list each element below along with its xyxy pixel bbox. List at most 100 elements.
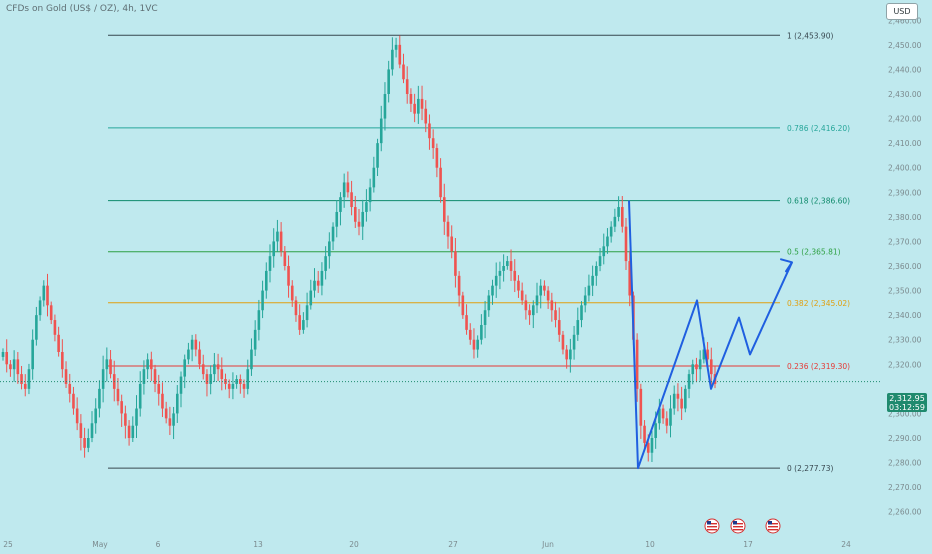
candle-body — [16, 359, 20, 375]
price-axis[interactable]: 2,460.00 2,450.00 2,440.00 2,430.00 2,420.00… — [882, 0, 932, 550]
time-tick-label: 17 — [743, 540, 753, 549]
candle-body — [650, 438, 654, 453]
candle-body — [702, 349, 706, 360]
flag-stripe — [768, 526, 778, 528]
price-tick-label: 2,350.00 — [888, 287, 922, 296]
time-tick-label: Jun — [541, 540, 554, 549]
candle-body — [101, 369, 105, 389]
candle-body — [276, 231, 279, 242]
candle-body — [331, 226, 335, 242]
fib-level-label: 1 (2,453.90) — [787, 31, 833, 40]
fibonacci-retracement[interactable]: 1 (2,453.90) 0.786 (2,416.20) 0.618 (2,386… — [108, 31, 850, 473]
candle-body — [324, 256, 327, 271]
candle-body — [387, 69, 390, 94]
candle-body — [569, 349, 572, 360]
candle-body — [457, 275, 461, 296]
candle-body — [591, 275, 594, 286]
price-tick-label: 2,360.00 — [888, 262, 922, 271]
time-axis[interactable]: 25 May 6 13 20 27 Jun 10 17 24 — [3, 540, 851, 549]
candle-body — [576, 320, 580, 335]
candle-body — [409, 94, 413, 104]
projection-arrowhead — [780, 258, 793, 273]
candle-body — [606, 236, 609, 247]
candle-body — [264, 270, 268, 291]
candle-body — [213, 364, 216, 375]
candle-body — [461, 295, 465, 316]
projection-path[interactable] — [628, 200, 793, 470]
candle-body — [23, 383, 27, 389]
candle-body — [687, 374, 691, 389]
candle-body — [624, 226, 628, 262]
candle-body — [220, 369, 224, 380]
candle-body — [294, 300, 298, 316]
candle-body — [279, 231, 283, 252]
candle-body — [361, 211, 365, 227]
price-tick-label: 2,410.00 — [888, 139, 922, 148]
price-tick-label: 2,460.00 — [888, 16, 922, 25]
candle-body — [12, 359, 16, 370]
candle-body — [242, 383, 246, 389]
candle-body — [72, 393, 75, 409]
candle-body — [175, 393, 179, 414]
candle-body — [227, 383, 231, 389]
candle-body — [90, 423, 94, 438]
candle-body — [620, 207, 624, 227]
candle-body — [554, 310, 557, 321]
candle-body — [250, 349, 253, 370]
candle-body — [517, 280, 520, 291]
candle-body — [42, 285, 46, 301]
candle-body — [643, 425, 646, 443]
candle-body — [350, 192, 353, 208]
candle-body — [131, 425, 135, 438]
projection-zigzag[interactable] — [628, 200, 793, 470]
flag-stripe — [733, 529, 743, 531]
candle-body — [587, 285, 591, 296]
candle-body — [580, 305, 583, 321]
price-tick-label: 2,390.00 — [888, 188, 922, 197]
us-flag-icon[interactable] — [730, 518, 746, 534]
candle-body — [5, 352, 9, 365]
candle-body — [658, 408, 661, 424]
candle-body — [394, 44, 398, 50]
candle-body — [550, 300, 554, 311]
fib-level-label: 0.5 (2,365.81) — [787, 248, 841, 257]
candle-body — [379, 118, 383, 144]
candle-body — [431, 138, 435, 149]
candle-body — [302, 320, 305, 330]
candle-body — [9, 364, 12, 370]
candle-body — [261, 290, 264, 311]
candle-body — [502, 266, 505, 271]
candle-body — [609, 226, 613, 237]
us-flag-icon[interactable] — [704, 518, 720, 534]
time-tick-label: 6 — [156, 540, 161, 549]
candle-body — [1, 352, 5, 357]
price-tick-label: 2,440.00 — [888, 65, 922, 74]
candle-body — [454, 251, 457, 276]
fib-level-label: 0.236 (2,319.30) — [787, 362, 850, 371]
economic-events[interactable] — [704, 518, 781, 534]
candle-body — [339, 197, 342, 212]
currency-button[interactable]: USD — [886, 3, 918, 20]
candle-body — [602, 246, 606, 257]
time-tick-label: 27 — [448, 540, 458, 549]
candle-body — [268, 256, 272, 271]
candle-body — [417, 98, 420, 114]
candle-body — [235, 379, 238, 384]
candle-body — [46, 285, 49, 306]
us-flag-icon[interactable] — [765, 518, 781, 534]
candle-body — [672, 393, 676, 409]
price-tick-label: 2,320.00 — [888, 360, 922, 369]
candle-body — [706, 349, 709, 360]
time-tick-label: May — [92, 540, 108, 549]
candle-body — [628, 261, 632, 296]
candle-body — [49, 305, 53, 321]
candle-body — [428, 123, 431, 139]
candle-body — [665, 418, 669, 426]
candle-body — [513, 270, 517, 281]
candle-body — [531, 305, 535, 316]
candle-body — [528, 310, 531, 316]
candle-body — [383, 94, 387, 119]
candle-body — [435, 148, 439, 168]
